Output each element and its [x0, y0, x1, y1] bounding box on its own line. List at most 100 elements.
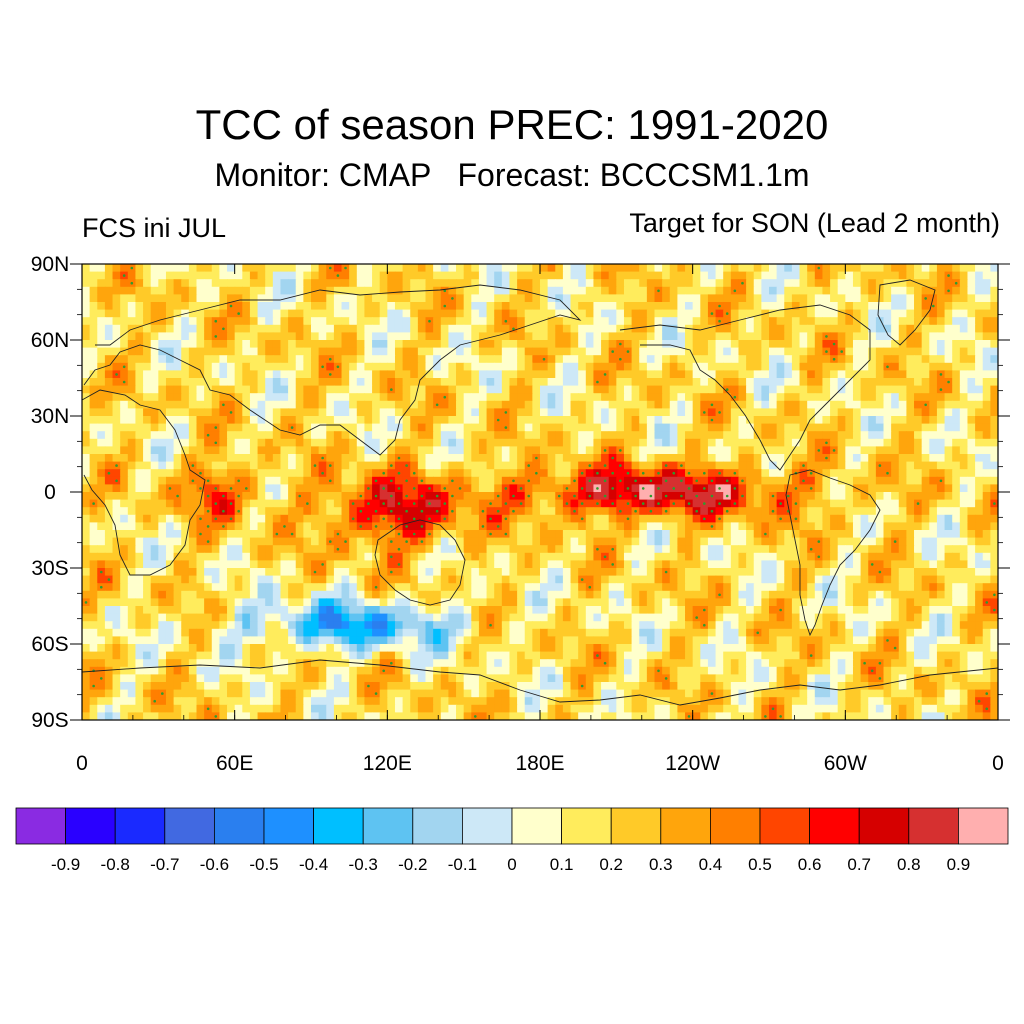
tcc-cell [204, 332, 213, 341]
tcc-cell [669, 370, 678, 379]
tcc-cell [715, 362, 724, 371]
tcc-cell [188, 492, 198, 501]
tcc-cell [860, 530, 869, 539]
tcc-cell [280, 461, 289, 470]
tcc-cell [799, 514, 808, 523]
tcc-cell [127, 492, 137, 501]
tcc-cell [608, 400, 617, 409]
tcc-cell [158, 332, 167, 341]
tcc-cell [394, 271, 404, 280]
tcc-cell [517, 438, 526, 447]
tcc-cell [97, 332, 106, 341]
tcc-cell [929, 522, 938, 531]
tcc-cell [249, 454, 259, 463]
tcc-cell [929, 362, 938, 371]
tcc-cell [822, 537, 831, 546]
tcc-cell [639, 530, 648, 539]
tcc-cell [387, 347, 396, 356]
tcc-cell [769, 438, 778, 447]
tcc-cell [807, 514, 816, 523]
tcc-cell [249, 438, 259, 447]
tcc-cell [265, 522, 274, 531]
tcc-cell [318, 370, 327, 379]
tcc-cell [540, 469, 549, 478]
tcc-cell [158, 279, 167, 288]
tcc-cell [959, 476, 969, 485]
tcc-cell [830, 438, 839, 447]
tcc-cell [257, 552, 266, 561]
tcc-cell [349, 264, 358, 273]
tcc-cell [906, 309, 915, 318]
tcc-cell [967, 514, 976, 523]
tcc-cell [356, 408, 366, 417]
tcc-cell [379, 438, 388, 447]
tcc-cell [601, 568, 610, 577]
tcc-cell [746, 309, 755, 318]
tcc-cell [318, 294, 327, 303]
tcc-cell [761, 370, 770, 379]
tcc-cell [906, 362, 915, 371]
tcc-cell [410, 476, 419, 485]
tcc-cell [562, 355, 572, 364]
tcc-cell [394, 568, 404, 577]
tcc-cell [120, 514, 129, 523]
tcc-cell [517, 317, 526, 326]
tcc-cell [227, 332, 236, 341]
tcc-cell [478, 514, 488, 523]
tcc-cell [318, 302, 327, 311]
tcc-cell [150, 400, 159, 409]
tcc-cell [425, 355, 434, 364]
tcc-cell [746, 446, 755, 455]
tcc-cell [234, 324, 243, 333]
tcc-cell [127, 408, 137, 417]
tcc-cell [364, 416, 373, 425]
tcc-cell [509, 317, 518, 326]
tcc-cell [784, 522, 793, 531]
tcc-cell [616, 362, 625, 371]
tcc-cell [562, 400, 572, 409]
tcc-cell [158, 370, 167, 379]
tcc-cell [425, 552, 434, 561]
tcc-cell [249, 324, 259, 333]
tcc-cell [959, 522, 969, 531]
tcc-cell [234, 545, 243, 554]
tcc-cell [593, 438, 602, 447]
tcc-cell [219, 537, 228, 546]
tcc-cell [349, 530, 358, 539]
tcc-cell [952, 317, 961, 326]
tcc-cell [814, 347, 824, 356]
tcc-cell [883, 416, 892, 425]
tcc-cell [104, 340, 114, 349]
tcc-cell [540, 370, 549, 379]
tcc-cell [82, 286, 91, 295]
tcc-cell [730, 530, 740, 539]
tcc-cell [623, 286, 633, 295]
tcc-cell [608, 530, 617, 539]
tcc-cell [845, 309, 854, 318]
tcc-cell [288, 416, 297, 425]
tcc-cell [448, 362, 457, 371]
tcc-cell [753, 378, 762, 387]
tcc-cell [677, 431, 686, 440]
tcc-cell [104, 332, 114, 341]
tcc-cell [791, 507, 801, 516]
tcc-cell [509, 416, 518, 425]
tcc-cell [89, 378, 98, 387]
tcc-cell [394, 302, 404, 311]
tcc-cell [845, 355, 854, 364]
tcc-cell [204, 355, 213, 364]
tcc-cell [875, 537, 885, 546]
tcc-cell [402, 499, 411, 508]
tcc-cell [906, 476, 915, 485]
tcc-cell [517, 302, 526, 311]
tcc-cell [967, 431, 976, 440]
tcc-cell [318, 476, 327, 485]
tcc-cell [891, 438, 900, 447]
tcc-cell [654, 431, 663, 440]
tcc-cell [135, 575, 144, 584]
tcc-cell [982, 552, 991, 561]
tcc-cell [990, 302, 998, 311]
tcc-cell [532, 499, 541, 508]
tcc-cell [616, 568, 625, 577]
tcc-cell [257, 446, 266, 455]
